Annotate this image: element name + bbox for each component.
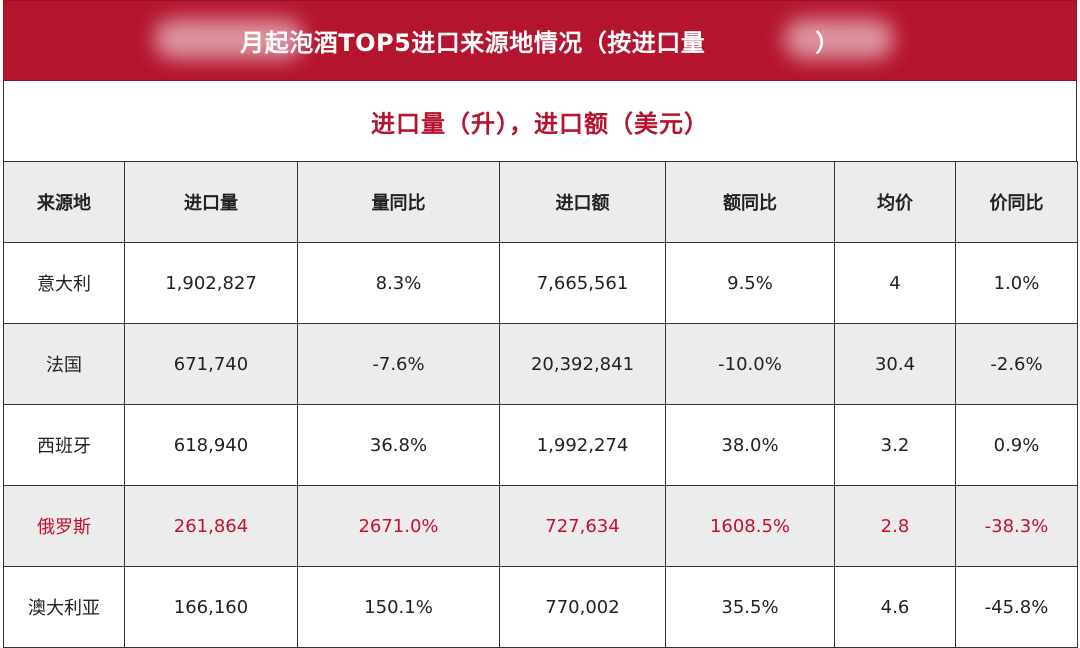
cell-value-yoy: 38.0% xyxy=(665,404,835,486)
col-header-avg-price: 均价 xyxy=(834,161,956,243)
cell-volume: 1,902,827 xyxy=(124,242,298,324)
cell-price-yoy: -45.8% xyxy=(955,566,1078,648)
cell-value: 7,665,561 xyxy=(499,242,666,324)
cell-volume: 618,940 xyxy=(124,404,298,486)
cell-origin: 法国 xyxy=(3,323,125,405)
blurred-overlay-right xyxy=(784,19,894,59)
cell-volume: 166,160 xyxy=(124,566,298,648)
col-header-volume: 进口量 xyxy=(124,161,298,243)
table-title: 月起泡酒TOP5进口来源地情况（按进口量 xyxy=(240,29,706,57)
title-banner: 月起泡酒TOP5进口来源地情况（按进口量） xyxy=(3,0,1077,81)
col-header-value: 进口额 xyxy=(499,161,666,243)
col-header-value-yoy: 额同比 xyxy=(665,161,835,243)
cell-value: 770,002 xyxy=(499,566,666,648)
cell-volume-yoy: 2671.0% xyxy=(297,485,500,567)
cell-avg-price: 4.6 xyxy=(834,566,956,648)
cell-value: 727,634 xyxy=(499,485,666,567)
col-header-volume-yoy: 量同比 xyxy=(297,161,500,243)
cell-value: 20,392,841 xyxy=(499,323,666,405)
blurred-overlay-left xyxy=(154,19,304,59)
table-row: 西班牙 618,940 36.8% 1,992,274 38.0% 3.2 0.… xyxy=(3,404,1078,486)
cell-avg-price: 30.4 xyxy=(834,323,956,405)
cell-volume-yoy: 8.3% xyxy=(297,242,500,324)
cell-avg-price: 3.2 xyxy=(834,404,956,486)
units-subtitle: 进口量（升），进口额（美元） xyxy=(3,81,1077,161)
cell-price-yoy: -2.6% xyxy=(955,323,1078,405)
import-table: 来源地 进口量 量同比 进口额 额同比 均价 价同比 意大利 1,902,827… xyxy=(3,161,1078,648)
cell-origin: 意大利 xyxy=(3,242,125,324)
cell-origin: 俄罗斯 xyxy=(3,485,125,567)
cell-volume: 261,864 xyxy=(124,485,298,567)
cell-value-yoy: 35.5% xyxy=(665,566,835,648)
header-row: 来源地 进口量 量同比 进口额 额同比 均价 价同比 xyxy=(3,161,1078,243)
table-row: 法国 671,740 -7.6% 20,392,841 -10.0% 30.4 … xyxy=(3,323,1078,405)
cell-price-yoy: 1.0% xyxy=(955,242,1078,324)
table-row-highlighted: 俄罗斯 261,864 2671.0% 727,634 1608.5% 2.8 … xyxy=(3,485,1078,567)
col-header-origin: 来源地 xyxy=(3,161,125,243)
table-row: 意大利 1,902,827 8.3% 7,665,561 9.5% 4 1.0% xyxy=(3,242,1078,324)
cell-price-yoy: -38.3% xyxy=(955,485,1078,567)
col-header-price-yoy: 价同比 xyxy=(955,161,1078,243)
cell-origin: 澳大利亚 xyxy=(3,566,125,648)
cell-value-yoy: 9.5% xyxy=(665,242,835,324)
cell-volume-yoy: 36.8% xyxy=(297,404,500,486)
cell-price-yoy: 0.9% xyxy=(955,404,1078,486)
cell-avg-price: 4 xyxy=(834,242,956,324)
table-row: 澳大利亚 166,160 150.1% 770,002 35.5% 4.6 -4… xyxy=(3,566,1078,648)
cell-volume-yoy: -7.6% xyxy=(297,323,500,405)
cell-volume: 671,740 xyxy=(124,323,298,405)
cell-value-yoy: -10.0% xyxy=(665,323,835,405)
cell-avg-price: 2.8 xyxy=(834,485,956,567)
cell-value-yoy: 1608.5% xyxy=(665,485,835,567)
cell-origin: 西班牙 xyxy=(3,404,125,486)
cell-volume-yoy: 150.1% xyxy=(297,566,500,648)
cell-value: 1,992,274 xyxy=(499,404,666,486)
